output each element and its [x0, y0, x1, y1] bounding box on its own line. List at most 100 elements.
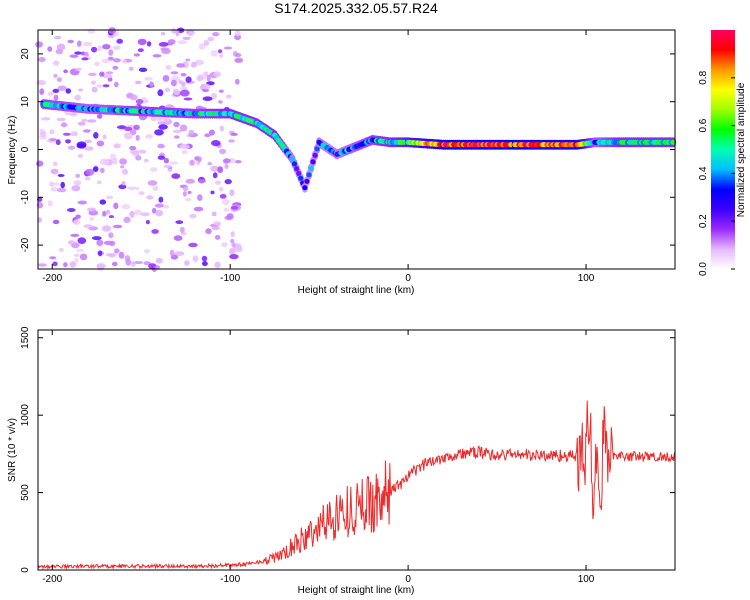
noise-blob: [56, 43, 66, 51]
noise-blob: [57, 174, 65, 177]
spectrogram-scatter-layer: [35, 27, 244, 273]
noise-blob: [137, 38, 147, 46]
noise-blob: [63, 69, 68, 74]
noise-blob: [76, 141, 87, 148]
noise-blob: [78, 88, 84, 92]
noise-blob: [67, 39, 74, 44]
noise-blob: [223, 158, 231, 164]
noise-blob: [99, 71, 105, 77]
noise-blob: [130, 94, 138, 101]
noise-blob: [207, 36, 215, 42]
noise-blob: [179, 144, 190, 150]
noise-blob: [83, 129, 91, 133]
noise-blob: [154, 129, 164, 136]
noise-blob: [185, 178, 195, 184]
noise-blob: [188, 31, 194, 37]
noise-blob: [185, 76, 192, 83]
noise-blob: [112, 58, 121, 63]
noise-blob: [73, 180, 82, 186]
noise-blob: [229, 254, 239, 260]
noise-blob: [88, 72, 97, 77]
noise-blob: [69, 261, 77, 268]
noise-blob: [67, 240, 76, 245]
noise-blob: [102, 210, 107, 217]
noise-blob: [134, 209, 142, 216]
y-tick-label: -20: [20, 237, 31, 252]
noise-blob: [119, 158, 127, 165]
noise-blob: [89, 217, 95, 221]
noise-blob: [202, 96, 213, 101]
noise-blob: [218, 49, 223, 54]
noise-blob: [202, 261, 208, 267]
noise-blob: [146, 195, 154, 200]
noise-blob: [56, 117, 66, 122]
noise-blob: [155, 257, 163, 264]
noise-blob: [175, 29, 180, 37]
snr-y-axis-label: SNR (10 * v/v): [7, 418, 18, 482]
noise-blob: [73, 253, 80, 257]
noise-blob: [49, 129, 55, 135]
colorbar-tick-label: 0.6: [698, 118, 709, 132]
noise-blob: [85, 168, 95, 176]
noise-blob: [65, 112, 71, 116]
colorbar-label: Normalized spectral amplitude: [736, 82, 747, 217]
noise-blob: [202, 88, 210, 92]
noise-blob: [182, 36, 191, 40]
noise-blob: [66, 208, 76, 212]
noise-blob: [201, 255, 208, 262]
noise-blob: [128, 66, 134, 71]
noise-blob: [84, 139, 92, 144]
noise-blob: [184, 260, 190, 266]
noise-blob: [74, 94, 82, 101]
noise-blob: [91, 86, 98, 93]
noise-blob: [84, 146, 94, 151]
noise-blob: [185, 58, 191, 62]
noise-blob: [105, 253, 116, 257]
noise-blob: [194, 59, 204, 66]
noise-blob: [101, 58, 111, 64]
ridge-core: [302, 185, 308, 191]
noise-blob: [215, 234, 221, 240]
noise-blob: [102, 44, 111, 50]
noise-blob: [120, 165, 125, 169]
noise-blob: [203, 40, 210, 46]
noise-blob: [65, 139, 71, 144]
noise-blob: [230, 206, 239, 210]
x-tick-label: -200: [42, 273, 62, 284]
noise-blob: [76, 248, 85, 253]
noise-blob: [102, 84, 110, 88]
noise-blob: [74, 67, 82, 72]
noise-blob: [223, 208, 230, 212]
noise-blob: [52, 88, 60, 93]
noise-blob: [49, 181, 55, 187]
noise-blob: [161, 48, 171, 55]
ridge-core: [314, 146, 320, 152]
noise-blob: [113, 202, 119, 210]
noise-blob: [84, 176, 91, 181]
noise-blob: [192, 255, 199, 263]
noise-blob: [73, 219, 81, 226]
noise-blob: [138, 67, 148, 73]
noise-blob: [70, 131, 78, 137]
noise-blob: [189, 213, 197, 219]
noise-blob: [211, 211, 217, 217]
x-tick-label: 0: [405, 574, 411, 585]
noise-blob: [208, 129, 215, 136]
x-tick-label: -200: [42, 574, 62, 585]
noise-blob: [144, 77, 154, 81]
ridge-core: [306, 172, 312, 178]
noise-blob: [75, 214, 81, 219]
noise-blob: [178, 80, 184, 85]
noise-blob: [190, 61, 197, 68]
noise-blob: [96, 140, 105, 147]
noise-blob: [223, 46, 233, 50]
noise-blob: [171, 173, 181, 179]
noise-blob: [81, 118, 88, 122]
noise-blob: [39, 88, 45, 95]
noise-blob: [116, 125, 127, 130]
noise-blob: [180, 89, 190, 97]
noise-blob: [70, 233, 80, 237]
